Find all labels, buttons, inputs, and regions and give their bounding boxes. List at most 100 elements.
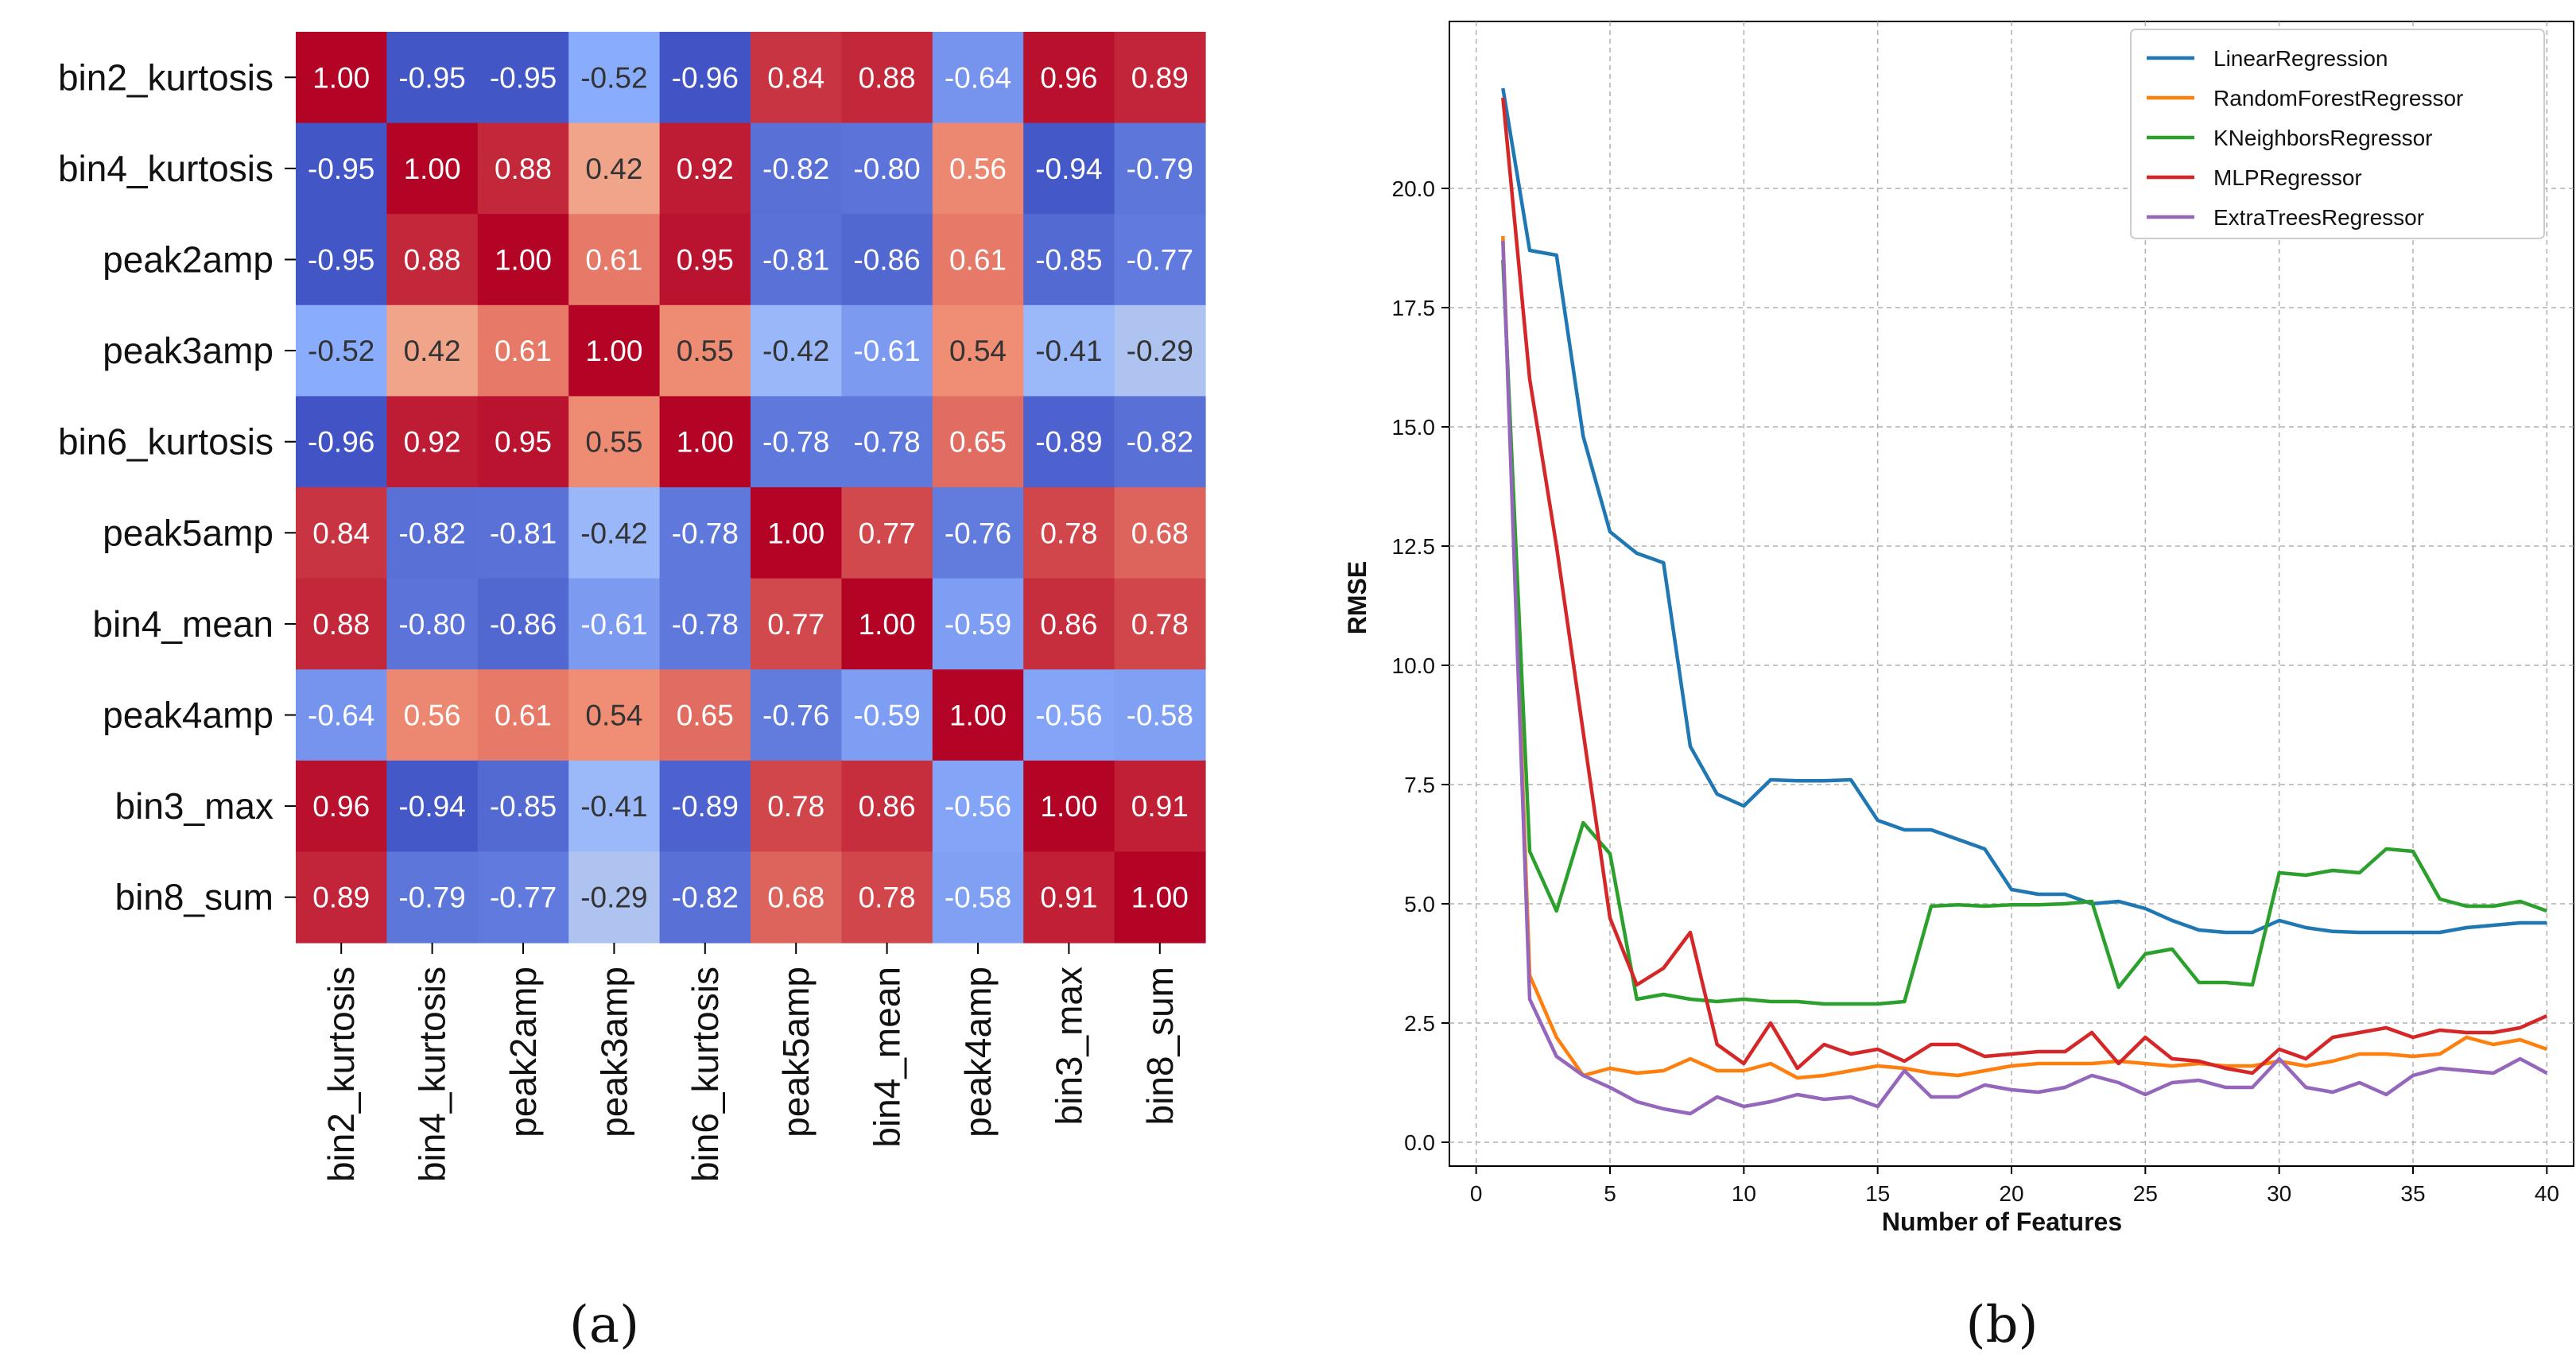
heatmap-cell xyxy=(296,578,387,670)
y-tick-label: 0.0 xyxy=(1404,1130,1435,1155)
heatmap-cell-value: 0.61 xyxy=(495,700,552,732)
heatmap-col-label: bin2_kurtosis xyxy=(320,967,362,1182)
heatmap-cell xyxy=(477,760,569,852)
heatmap-cell-value: 0.68 xyxy=(767,882,824,914)
heatmap-cell-value: -0.86 xyxy=(490,608,557,641)
heatmap-cell xyxy=(932,32,1024,124)
heatmap-cell-value: 1.00 xyxy=(1131,882,1189,914)
caption-a: (a) xyxy=(569,1296,639,1354)
heatmap-cell xyxy=(932,304,1024,397)
correlation-heatmap: 1.00 -0.95 -0.95 -0.52 -0.96 0.84 0.88 -0.64 0.9… xyxy=(58,32,1206,1182)
heatmap-cell xyxy=(1023,851,1115,944)
heatmap-cell xyxy=(1114,578,1206,670)
heatmap-cell xyxy=(932,122,1024,215)
heatmap-cell xyxy=(1114,122,1206,215)
heatmap-cell xyxy=(296,122,387,215)
heatmap-cell-value: 1.00 xyxy=(495,244,552,277)
heatmap-cell-value: 1.00 xyxy=(1040,790,1097,823)
heatmap-cell xyxy=(841,122,933,215)
heatmap-cell xyxy=(296,32,387,124)
y-tick-label: 10.0 xyxy=(1392,653,1436,678)
heatmap-cell xyxy=(932,214,1024,306)
heatmap-cell xyxy=(1023,214,1115,306)
heatmap-cell-value: -0.41 xyxy=(1035,335,1102,367)
heatmap-cell xyxy=(477,851,569,944)
heatmap-col-label: bin3_max xyxy=(1048,967,1089,1125)
heatmap-cell-value: -0.95 xyxy=(490,61,557,94)
heatmap-cell-value: -0.80 xyxy=(853,153,920,185)
heatmap-cell-value: 0.78 xyxy=(859,882,916,914)
heatmap-cell-value: -0.85 xyxy=(1035,244,1102,277)
heatmap-cell xyxy=(568,304,661,397)
heatmap-cell-value: -0.89 xyxy=(672,790,739,823)
heatmap-cell-value: 0.88 xyxy=(312,608,370,641)
heatmap-cell-value: 0.89 xyxy=(312,882,370,914)
heatmap-cell xyxy=(659,578,751,670)
heatmap-cell xyxy=(751,32,842,124)
heatmap-cell xyxy=(386,396,479,488)
heatmap-cell-value: -0.89 xyxy=(1035,426,1102,459)
heatmap-cell xyxy=(932,851,1024,944)
y-tick-label: 20.0 xyxy=(1392,176,1436,201)
heatmap-cell xyxy=(477,578,569,670)
heatmap-cell xyxy=(659,669,751,762)
x-tick-label: 25 xyxy=(2133,1181,2158,1206)
series-line xyxy=(1501,97,2548,1075)
heatmap-cell xyxy=(568,214,661,306)
heatmap-cell xyxy=(751,669,842,762)
heatmap-cell-value: -0.52 xyxy=(580,61,647,94)
heatmap-cell-value: -0.82 xyxy=(762,153,829,185)
heatmap-cell-value: 0.96 xyxy=(312,790,370,823)
heatmap-col-label: peak4amp xyxy=(957,967,999,1137)
heatmap-cell xyxy=(386,122,479,215)
heatmap-cell xyxy=(841,760,933,852)
heatmap-row-label: bin6_kurtosis xyxy=(58,421,274,463)
heatmap-cell xyxy=(751,851,842,944)
heatmap-cell xyxy=(568,760,661,852)
heatmap-row-label: bin4_mean xyxy=(92,603,274,645)
heatmap-cell-value: 0.55 xyxy=(585,426,642,459)
heatmap-cell xyxy=(841,851,933,944)
heatmap-cell xyxy=(477,32,569,124)
x-tick-label: 5 xyxy=(1604,1181,1616,1206)
heatmap-cell-value: 0.92 xyxy=(404,426,461,459)
heatmap-cell-value: 1.00 xyxy=(767,517,824,549)
heatmap-cell xyxy=(1023,760,1115,852)
heatmap-cell-value: 1.00 xyxy=(859,608,916,641)
legend-box xyxy=(2130,29,2545,239)
heatmap-cell-value: -0.82 xyxy=(398,517,465,549)
x-tick-label: 20 xyxy=(1999,1181,2023,1206)
heatmap-cell-value: 0.77 xyxy=(767,608,824,641)
heatmap-cell-value: 1.00 xyxy=(949,700,1007,732)
heatmap-cell-value: -0.52 xyxy=(308,335,374,367)
heatmap-cell xyxy=(751,214,842,306)
heatmap-cell-value: -0.82 xyxy=(672,882,739,914)
heatmap-cell xyxy=(1023,304,1115,397)
heatmap-cell-value: -0.42 xyxy=(762,335,829,367)
heatmap-cell-value: 0.61 xyxy=(585,244,642,277)
heatmap-cell-value: 0.54 xyxy=(949,335,1007,367)
heatmap-cell xyxy=(296,487,387,579)
heatmap-cell-value: -0.94 xyxy=(1035,153,1102,185)
heatmap-cell-value: 0.65 xyxy=(949,426,1007,459)
heatmap-cell-value: -0.41 xyxy=(580,790,647,823)
heatmap-cell xyxy=(477,214,569,306)
heatmap-row-label: peak4amp xyxy=(103,695,274,736)
heatmap-cell xyxy=(841,669,933,762)
heatmap-cell-value: 0.95 xyxy=(677,244,734,277)
heatmap-cell xyxy=(296,214,387,306)
heatmap-cell-value: -0.29 xyxy=(580,882,647,914)
heatmap-cell-value: 1.00 xyxy=(312,61,370,94)
heatmap-cell-value: -0.56 xyxy=(1035,700,1102,732)
x-tick-label: 30 xyxy=(2267,1181,2291,1206)
heatmap-cell xyxy=(659,487,751,579)
heatmap-col-label: peak5amp xyxy=(775,967,817,1137)
heatmap-cell xyxy=(568,32,661,124)
series-line xyxy=(1501,87,2547,935)
heatmap-cell-value: -0.95 xyxy=(398,61,465,94)
heatmap-row-label: bin4_kurtosis xyxy=(58,148,274,189)
heatmap-cell xyxy=(1023,487,1115,579)
heatmap-cell xyxy=(932,760,1024,852)
heatmap-cell-value: 0.91 xyxy=(1040,882,1097,914)
x-tick-label: 35 xyxy=(2400,1181,2425,1206)
